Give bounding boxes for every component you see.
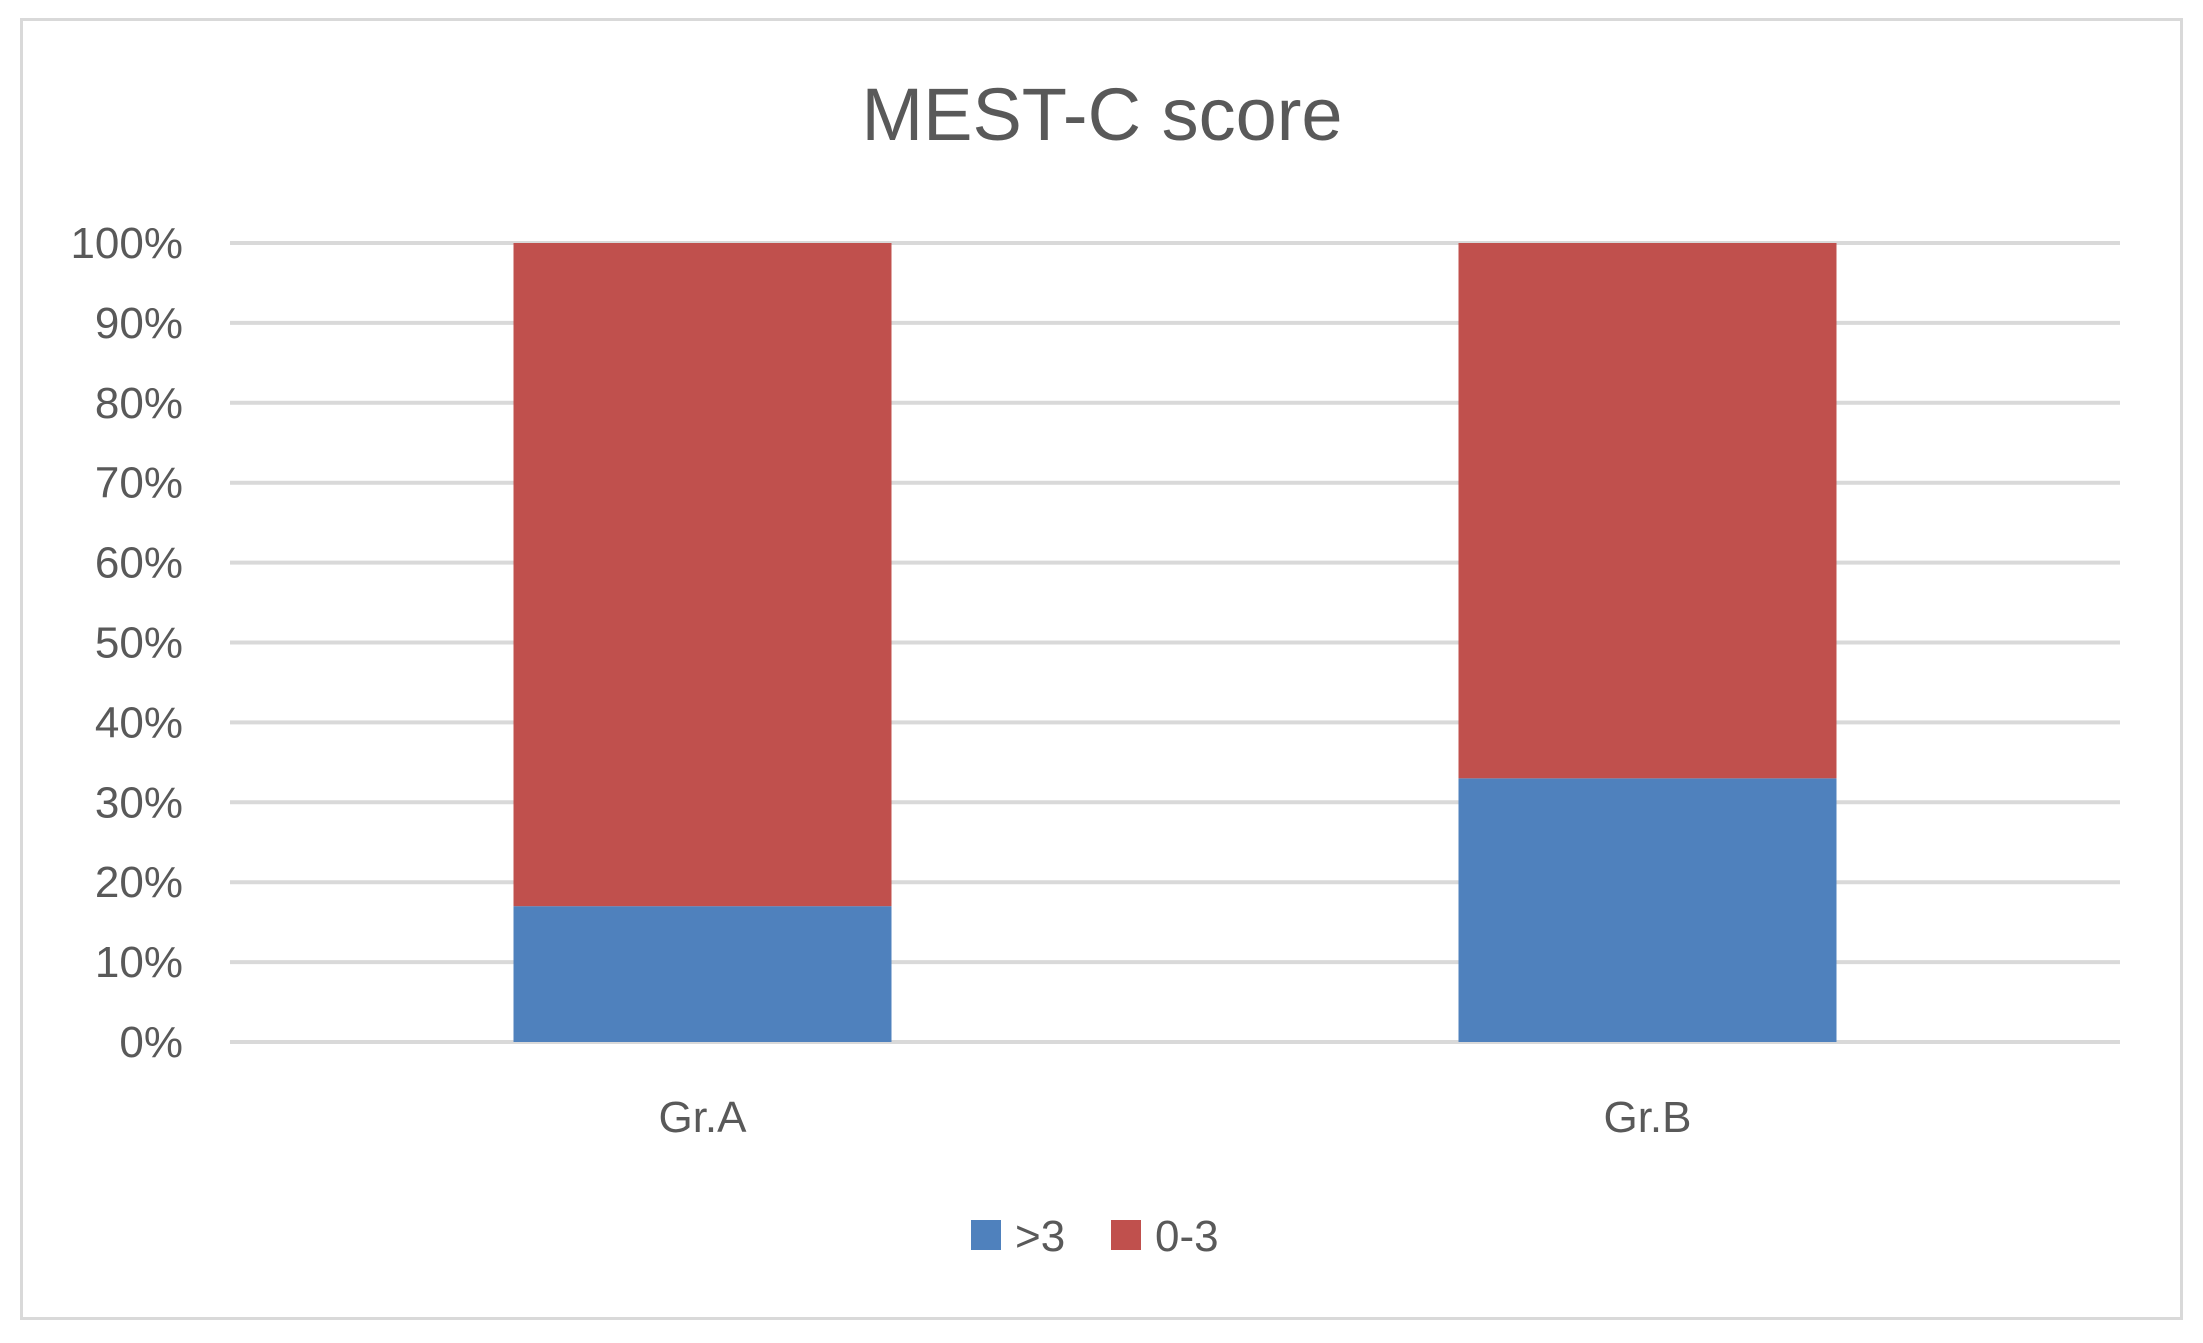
x-axis-ticks: Gr.A Gr.B [658, 1093, 1691, 1142]
bars [513, 243, 1837, 1042]
legend-label: >3 [1015, 1212, 1065, 1261]
y-tick-label: 10% [95, 938, 183, 987]
x-tick-label: Gr.B [1603, 1093, 1691, 1142]
y-tick-label: 60% [95, 539, 183, 588]
bar-segment [1458, 243, 1837, 779]
legend-swatch [971, 1220, 1001, 1250]
y-axis-ticks: 0% 10% 20% 30% 40% 50% 60% 70% 80% 90% 100% [70, 219, 183, 1067]
y-tick-label: 90% [95, 299, 183, 348]
legend-swatch [1111, 1220, 1141, 1250]
bar-segment [1458, 778, 1837, 1042]
y-tick-label: 40% [95, 698, 183, 747]
bar-segment [513, 243, 892, 907]
y-tick-label: 0% [119, 1018, 183, 1067]
y-tick-label: 20% [95, 858, 183, 907]
y-tick-label: 70% [95, 459, 183, 508]
y-tick-label: 100% [70, 219, 183, 268]
x-tick-label: Gr.A [658, 1093, 747, 1142]
y-tick-label: 80% [95, 379, 183, 428]
chart-title: MEST-C score [861, 73, 1342, 156]
bar-segment [513, 906, 892, 1042]
y-tick-label: 30% [95, 778, 183, 827]
legend: >3 0-3 [971, 1212, 1219, 1261]
legend-label: 0-3 [1155, 1212, 1219, 1261]
y-tick-label: 50% [95, 619, 183, 668]
